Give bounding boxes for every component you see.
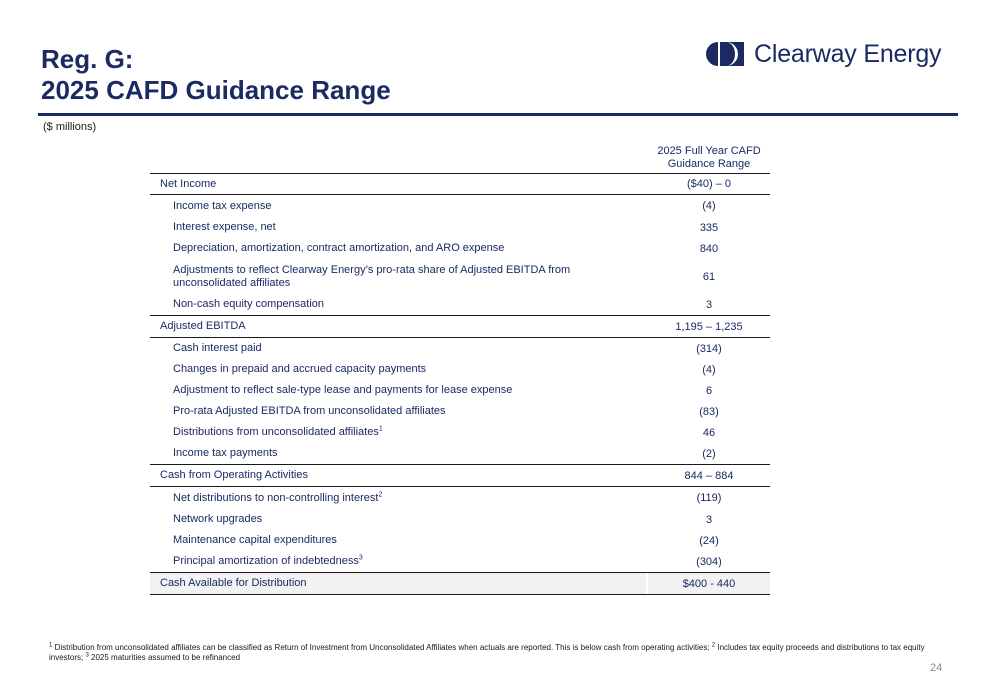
table-row: Interest expense, net 335 [150,217,770,238]
table-row-cafd-total: Cash Available for Distribution $400 - 4… [150,572,770,595]
logo-wordmark: Clearway Energy [754,39,942,68]
clearway-logo: Clearway Energy [704,39,942,68]
footnote-marker: 1 [378,425,383,433]
table-row: Non-cash equity compensation 3 [150,294,770,315]
row-value: 335 [699,221,719,234]
row-value: ($40) – 0 [686,178,732,190]
table-row: Net distributions to non-controlling int… [150,486,770,509]
table-row: Network upgrades 3 [150,509,770,530]
footnote-marker: 3 [358,554,363,562]
row-value: 3 [705,298,713,311]
table-row: Adjustment to reflect sale-type lease an… [150,380,770,401]
row-label: Pro-rata Adjusted EBITDA from unconsolid… [173,405,446,417]
table-row: Principal amortization of indebtedness3 … [150,551,770,572]
footnote-marker: 3 [85,652,89,659]
page-title: Reg. G: 2025 CAFD Guidance Range [41,44,391,106]
row-label-line1: Adjustments to reflect Clearway Energy’s… [173,263,571,276]
footnote: 1 Distribution from unconsolidated affil… [49,642,949,663]
row-label: Net distributions to non-controlling int… [150,490,648,505]
page-title-line1: Reg. G: [41,44,134,74]
table-row: Income tax payments (2) [150,443,770,464]
table-row: Maintenance capital expenditures (24) [150,530,770,551]
column-header-line1: 2025 Full Year CAFD [657,145,761,157]
row-label: Net Income [160,177,217,190]
row-value: 3 [705,513,713,526]
row-value: 6 [705,384,713,397]
row-label: Distributions from unconsolidated affili… [150,425,648,439]
row-label: Cash Available for Distribution [160,577,307,589]
row-label: Interest expense, net [173,221,276,233]
row-value: (314) [696,342,722,355]
table-row-adjusted-ebitda: Adjusted EBITDA 1,195 – 1,235 [150,315,770,337]
footnote-text-2: Includes tax equity proceeds and distrib… [49,643,925,662]
row-label: Depreciation, amortization, contract amo… [173,242,505,254]
row-value: $400 - 440 [646,573,770,594]
row-label: Cash interest paid [173,342,262,354]
table-row: Distributions from unconsolidated affili… [150,422,770,443]
table-row-net-income: Net Income ($40) – 0 [150,173,770,194]
row-value: 61 [702,270,716,283]
table-row-cash-from-operations: Cash from Operating Activities 844 – 884 [150,464,770,486]
row-label: Network upgrades [173,513,263,525]
footnote-marker: 1 [49,642,53,649]
row-label: Principal amortization of indebtedness3 [150,554,648,568]
footnote-text-3: 2025 maturities assumed to be refinanced [88,653,241,662]
row-label: Maintenance capital expenditures [173,534,337,546]
table-row: Cash interest paid (314) [150,337,770,359]
page-number: 24 [930,662,943,674]
row-label: Adjustment to reflect sale-type lease an… [173,384,513,396]
table-row: Adjustments to reflect Clearway Energy’s… [150,259,770,294]
row-label: Income tax expense [173,199,272,212]
row-label-text: Principal amortization of indebtedness [173,555,359,567]
column-header-line2: Guidance Range [667,158,751,170]
row-label: Adjustments to reflect Clearway Energy’s… [150,264,648,290]
reconciliation-table: Net Income ($40) – 0 Income tax expense … [150,173,770,595]
row-value: (304) [696,555,722,568]
table-row: Changes in prepaid and accrued capacity … [150,359,770,380]
footnote-marker: 2 [711,642,716,649]
title-divider [38,113,958,116]
footnote-marker: 2 [378,490,383,498]
row-label-text: Net distributions to non-controlling int… [173,491,379,504]
row-value: (2) [702,447,716,460]
row-label: Cash from Operating Activities [160,469,308,481]
row-value: (119) [696,492,722,504]
row-label: Adjusted EBITDA [160,320,246,332]
row-label-text: Distributions from unconsolidated affili… [173,426,379,438]
row-value: 840 [699,242,719,255]
table-row: Pro-rata Adjusted EBITDA from unconsolid… [150,401,770,422]
row-value: 46 [702,426,716,439]
row-value: 844 – 884 [684,469,734,482]
row-label: Non-cash equity compensation [173,298,325,310]
clearway-logo-icon [706,42,744,66]
table-row: Income tax expense (4) [150,194,770,217]
footnote-text-1: Distribution from unconsolidated affilia… [52,643,712,652]
table-row: Depreciation, amortization, contract amo… [150,238,770,259]
units-label: ($ millions) [43,121,97,133]
column-header: 2025 Full Year CAFD Guidance Range [648,145,770,171]
row-value: (83) [699,405,719,418]
row-value: (4) [702,200,716,212]
page-title-line2: 2025 CAFD Guidance Range [41,75,391,105]
row-label: Income tax payments [173,447,278,459]
row-value: (24) [699,534,719,547]
row-label-line2: unconsolidated affiliates [173,276,291,289]
row-value: (4) [702,363,716,376]
row-label: Changes in prepaid and accrued capacity … [173,363,427,375]
row-value: 1,195 – 1,235 [675,320,743,333]
